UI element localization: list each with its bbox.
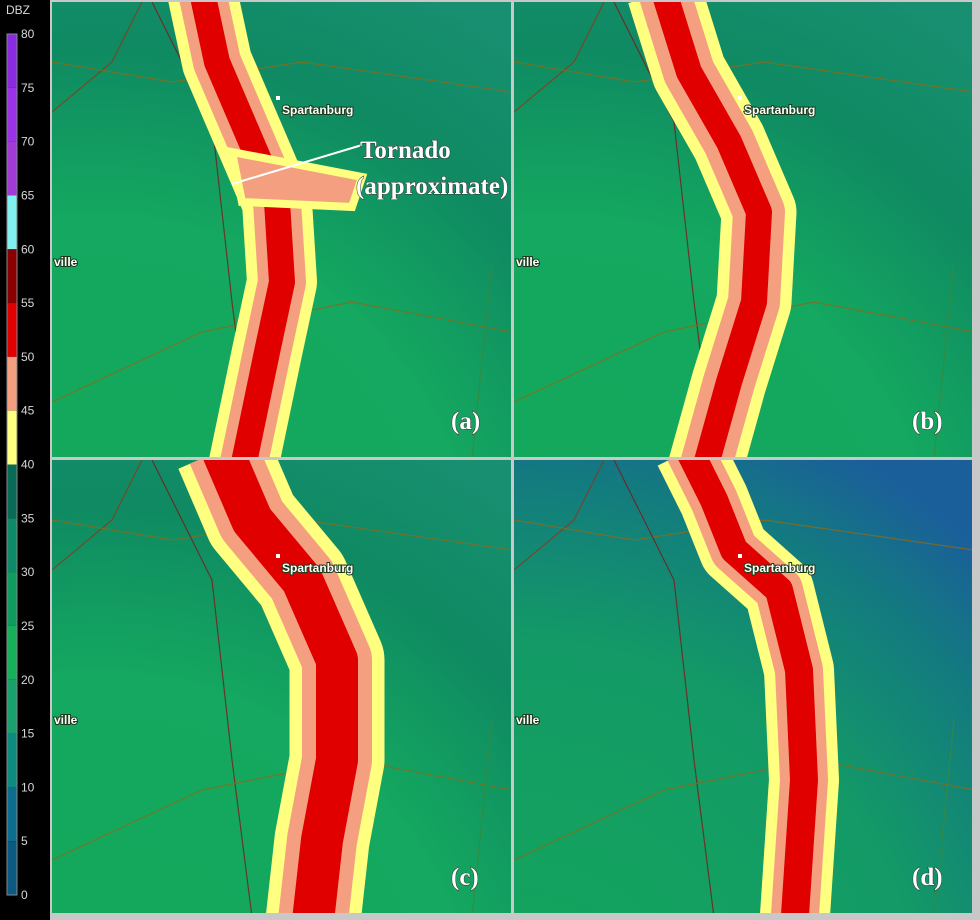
legend-tick-label: 55 [21, 296, 35, 310]
radar-panel: Spartanburg ville (d) [514, 460, 972, 913]
legend-tick-label: 70 [21, 135, 35, 149]
legend-swatch [7, 34, 17, 88]
legend-swatch [7, 195, 17, 250]
legend-tick-label: 50 [21, 350, 35, 364]
city-marker [276, 554, 280, 558]
legend-swatch [7, 518, 17, 573]
legend-swatch [7, 841, 17, 895]
legend-swatch [7, 787, 17, 842]
legend-swatch [7, 625, 17, 680]
road [514, 759, 972, 861]
annotation-pointer [231, 144, 363, 185]
city-label: ville [516, 713, 540, 727]
road [471, 719, 493, 913]
legend-swatch [7, 733, 17, 788]
legend-tick-label: 10 [21, 780, 35, 794]
storm-band [678, 460, 818, 913]
legend-swatch [7, 572, 17, 626]
panel-label: (a) [451, 408, 480, 435]
city-label: Spartanburg [282, 561, 353, 575]
city-label: ville [54, 713, 78, 727]
legend-tick-label: 30 [21, 565, 35, 579]
road [52, 759, 511, 861]
legend-swatch [7, 464, 17, 519]
city-label: ville [54, 255, 78, 269]
city-label: ville [516, 255, 540, 269]
storm-band [653, 2, 772, 457]
panel-label: (d) [912, 864, 943, 891]
legend-tick-label: 75 [21, 81, 35, 95]
panel-content: Spartanburg ville Tornado (approximate) (a) [52, 2, 511, 457]
legend-swatch [7, 87, 17, 142]
legend-tick-label: 45 [21, 404, 35, 418]
road [613, 460, 715, 913]
city-label: Spartanburg [282, 103, 353, 117]
panels: SpartanburgvilleTornado(approximate)(a)S… [52, 2, 972, 913]
legend-tick-label: 5 [21, 834, 28, 848]
legend-tick-label: 65 [21, 188, 35, 202]
annotation-text: Tornado [360, 137, 451, 164]
panel-content: Spartanburg ville (b) [514, 2, 972, 457]
city-label: Spartanburg [744, 561, 815, 575]
panel-content: Spartanburg ville (c) [52, 460, 511, 913]
legend-tick-label: 60 [21, 242, 35, 256]
road [933, 719, 955, 913]
legend-tick-label: 0 [21, 888, 28, 902]
road [52, 2, 143, 113]
legend-swatch [7, 303, 17, 357]
legend-swatch [7, 410, 17, 465]
legend-tick-label: 15 [21, 727, 35, 741]
legend-border [6, 33, 18, 896]
city-marker [738, 96, 742, 100]
storm-bulge [226, 146, 368, 212]
city-marker [276, 96, 280, 100]
legend-swatch [7, 141, 17, 196]
legend-swatch [7, 356, 17, 411]
city-marker [738, 554, 742, 558]
panel-label: (c) [451, 864, 479, 891]
road [151, 460, 253, 913]
legend-swatch [7, 249, 17, 304]
road [514, 2, 605, 113]
radar-panel: Spartanburg ville Tornado (approximate) (a) [52, 2, 511, 457]
road [933, 261, 955, 457]
legend-tick-label: 25 [21, 619, 35, 633]
radar-panel: Spartanburg ville (c) [52, 460, 511, 913]
panel-label: (b) [912, 408, 943, 435]
road [471, 261, 493, 457]
road [52, 460, 143, 571]
legend-tick-label: 40 [21, 458, 35, 472]
legend-tick-label: 20 [21, 673, 35, 687]
road [514, 460, 605, 571]
annotation-text: (approximate) [356, 173, 508, 200]
panel-content: Spartanburg ville (d) [514, 460, 972, 913]
city-label: Spartanburg [744, 103, 815, 117]
radar-panel: Spartanburg ville (b) [514, 2, 972, 457]
legend-swatch [7, 679, 17, 734]
legend-tick-label: 35 [21, 511, 35, 525]
legend-title: DBZ [6, 3, 30, 17]
storm-band [203, 460, 358, 913]
legend-tick-label: 80 [21, 27, 35, 41]
